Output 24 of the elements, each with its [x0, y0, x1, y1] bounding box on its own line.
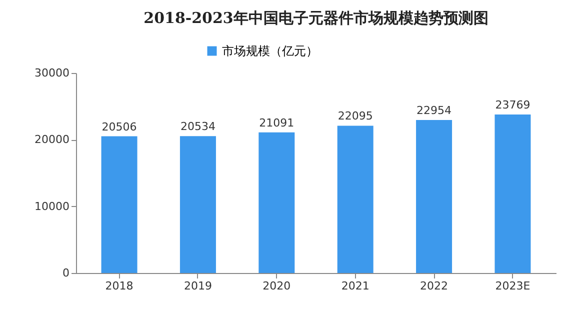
bar: [258, 132, 295, 273]
data-label: 23769: [495, 98, 530, 112]
x-tick-label: 2023E: [495, 280, 530, 292]
y-tick-label: 10000: [34, 200, 70, 213]
y-tick-label: 0: [62, 266, 70, 280]
data-label: 21091: [259, 116, 294, 130]
data-label: 20506: [102, 120, 137, 134]
bar: [180, 136, 216, 273]
bar: [337, 126, 374, 273]
data-label: 20534: [180, 120, 216, 134]
x-tick-label: 2019: [184, 280, 212, 292]
y-tick-label: 30000: [34, 66, 70, 80]
x-tick-label: 2020: [262, 280, 291, 292]
data-label: 22954: [416, 104, 452, 117]
bar: [416, 120, 452, 273]
x-tick-label: 2021: [341, 280, 370, 292]
data-label: 22095: [338, 110, 373, 123]
x-tick-label: 2018: [105, 280, 134, 292]
bar: [494, 114, 531, 273]
bar: [101, 136, 138, 273]
legend-label: 市场规模（亿元）: [222, 44, 318, 58]
chart-title: 2018-2023年中国电子元器件市场规模趋势预测图: [144, 9, 488, 27]
y-tick-label: 20000: [34, 133, 70, 146]
x-tick-label: 2022: [420, 280, 448, 292]
